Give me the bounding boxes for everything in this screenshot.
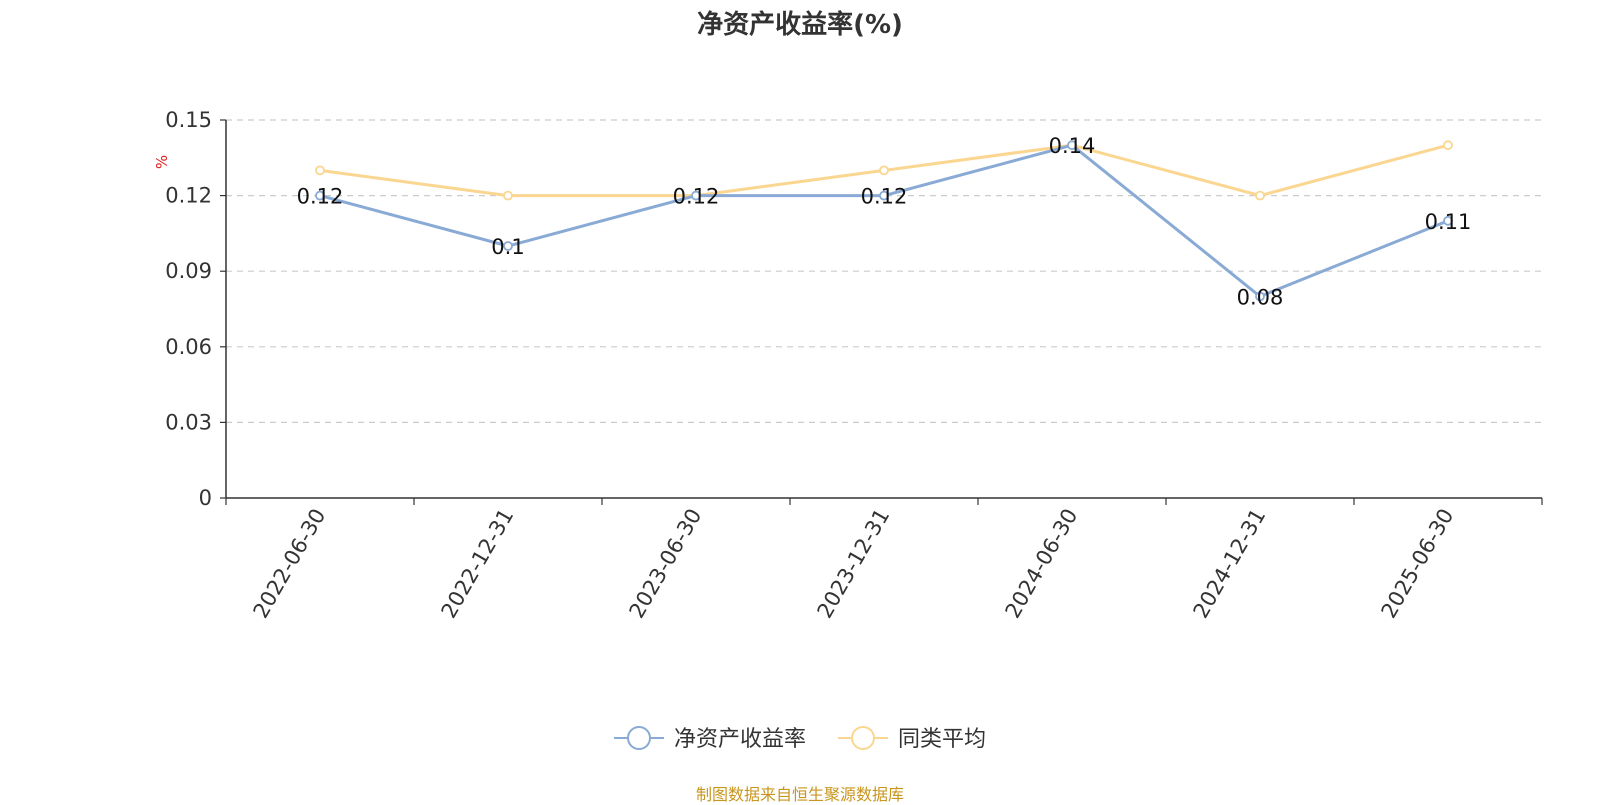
data-point [879,190,889,201]
gridlines [226,119,1542,423]
legend-label: 净资产收益率 [674,727,806,752]
y-tick-label: 0.15 [165,108,212,132]
legend-label: 同类平均 [898,727,986,752]
x-tick-label: 2022-06-30 [249,505,331,623]
data-point [1443,215,1453,226]
data-point [503,190,513,201]
y-tick-label: 0.09 [165,259,212,283]
data-label: 0.14 [1049,134,1096,158]
data-point [879,165,889,176]
data-point [691,190,701,201]
legend: 净资产收益率 同类平均 [614,726,986,752]
y-axis-unit: % [153,155,171,169]
series-lines [315,140,1453,302]
data-point [315,165,325,176]
data-point [1255,291,1265,302]
x-tick-label: 2024-06-30 [1001,505,1083,623]
x-tick-label: 2022-12-31 [437,505,519,623]
data-point [1067,140,1077,151]
legend-marker [627,726,651,750]
data-point [1255,190,1265,201]
x-tick-label: 2023-06-30 [625,505,707,623]
data-label: 0.12 [861,185,908,209]
x-tick-label: 2023-12-31 [813,505,895,623]
chart-title: 净资产收益率(%) [697,10,903,40]
y-tick-label: 0.12 [165,184,212,208]
data-label: 0.08 [1237,285,1284,309]
y-axis-ticks: 0 0.03 0.06 0.09 0.12 0.15 [165,108,226,510]
x-tick-label: 2025-06-30 [1377,505,1459,623]
data-point [503,241,513,251]
axes: % [153,120,1542,499]
data-point [315,190,325,201]
data-label: 0.11 [1425,210,1472,234]
x-tick-label: 2024-12-31 [1189,505,1271,623]
data-labels: 0.12 0.1 0.12 0.12 0.14 0.08 0.11 [297,134,1472,309]
y-tick-label: 0.03 [165,410,212,434]
source-note: 制图数据来自恒生聚源数据库 [695,785,904,804]
data-label: 0.12 [673,185,720,209]
data-point [1443,140,1453,151]
y-tick-label: 0 [199,486,212,510]
y-tick-label: 0.06 [165,335,212,359]
data-label: 0.12 [297,185,344,209]
legend-marker [851,726,875,750]
x-axis-ticks: 2022-06-30 2022-12-31 2023-06-30 2023-12-31… [225,498,1543,623]
data-label: 0.1 [491,235,524,259]
